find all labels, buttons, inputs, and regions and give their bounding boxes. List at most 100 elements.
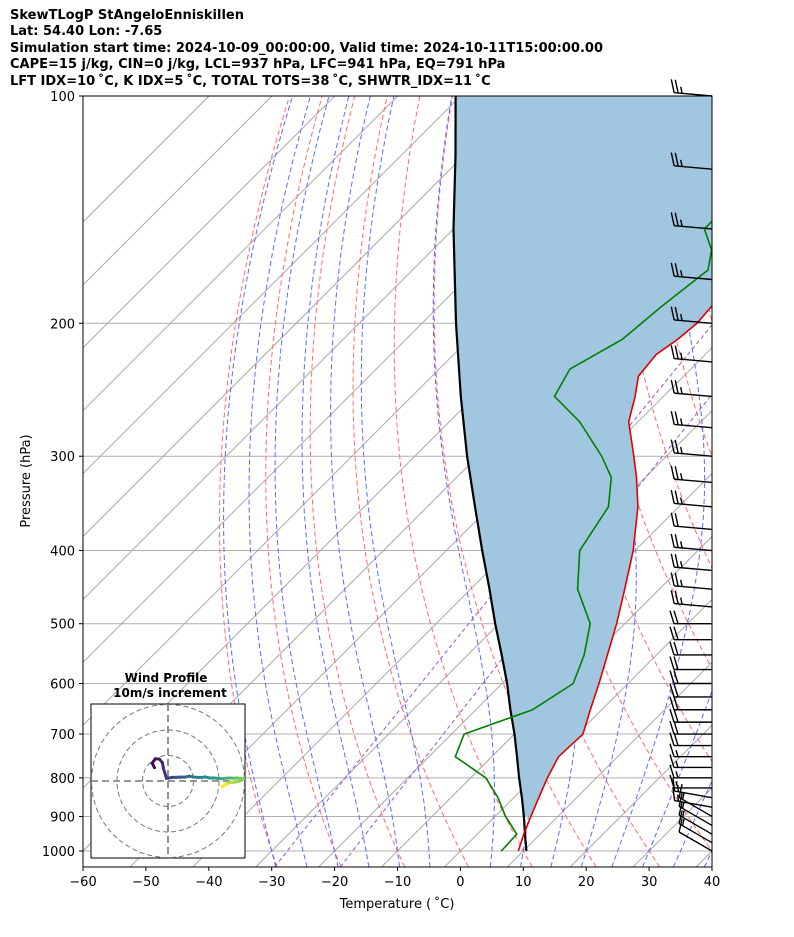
barb-flag [669,610,675,624]
barb-flag [670,572,675,587]
wind-barb [669,732,712,747]
moist-adiabat [301,96,370,867]
hodograph-clip [91,704,245,858]
wind-barb [670,379,713,398]
barb-staff [674,546,713,552]
wind-barb [670,553,713,572]
barb-flag [669,626,675,640]
isotherm-line [83,96,273,286]
x-tick-label: −30 [258,875,285,890]
barb-flag [669,720,675,735]
barb-flag [674,512,679,527]
mixing-ratio-line [274,324,712,867]
moist-adiabat [703,849,712,867]
axes-layer: −60 −50 −40 −30 −20 −10 0 10 20 30 40 100 200 300 400 5… [42,90,720,890]
wind-barb [678,793,713,827]
isotherm-line [255,409,712,867]
dry-adiabat [265,96,342,867]
x-tick-label: 20 [578,875,595,890]
wind-barb [678,810,713,844]
indices-line: LFT IDX=10 ˚C, K IDX=5 ˚C, TOTAL TOTS=38… [10,73,491,89]
barb-half-flag [675,771,679,779]
profile-layer [452,96,712,852]
barb-flag [670,306,675,321]
temperature-line [517,304,712,852]
parcel-line [452,96,528,852]
barb-flag [673,732,679,746]
isotherm-line [83,96,399,412]
barb-flag [670,533,675,548]
x-tick-label: 40 [704,875,721,890]
barb-flag [670,512,675,527]
y-tick-label: 400 [50,545,75,560]
barb-staff [678,814,713,835]
x-tick-label: 10 [515,875,532,890]
barb-half-flag [675,749,679,757]
barb-half-flag [680,313,683,321]
hodograph-subtitle: 10m/s increment [113,686,227,700]
dry-adiabat [219,96,290,867]
barb-flag [670,553,675,568]
y-tick-label: 900 [50,810,75,825]
wind-barb [669,720,712,735]
y-tick-label: 1000 [42,845,75,860]
barb-flag [670,379,675,394]
isotherm-line [83,96,524,538]
barb-staff [674,275,713,281]
barb-flag [678,801,683,816]
barb-staff [674,452,713,457]
barb-flag [674,345,679,360]
barb-flag [678,818,683,833]
barb-staff [678,831,713,852]
isotherm-line [381,535,712,867]
dry-adiabat [309,96,406,867]
barb-flag [669,743,675,757]
y-tick-label: 800 [50,772,75,787]
isotherm-line [506,661,712,867]
chart-header: SkewTLogP StAngeloEnniskillen Lat: 54.40… [10,8,603,90]
barb-flag [674,306,679,321]
profile-clip [452,96,712,852]
barb-flag [670,439,675,454]
wind-barb [670,533,713,552]
barb-flag [674,212,679,227]
dry-adiabat [352,96,469,867]
wind-barb [670,590,713,608]
barb-half-flag [681,792,685,800]
barb-half-flag [680,541,683,549]
y-tick-label: 700 [50,728,75,743]
chart-title: SkewTLogP StAngeloEnniskillen [10,8,244,23]
barb-flag [674,554,679,568]
wind-barb [670,490,713,508]
moist-adiabat [248,96,311,867]
barb-half-flag [680,159,683,167]
barb-flag [674,590,679,605]
y-axis-label: Pressure (hPa) [19,434,34,527]
x-tick-label: −50 [132,875,159,890]
barb-half-flag [680,473,683,481]
barb-flag [674,152,679,167]
barb-half-flag [681,818,685,826]
barb-flag [669,683,675,698]
x-tick-label: −60 [69,875,96,890]
barb-staff [674,585,713,590]
barb-half-flag [680,561,683,568]
barb-flag [673,610,679,624]
x-tick-label: −10 [384,875,411,890]
location-line: Lat: 54.40 Lon: -7.65 [10,24,163,40]
barb-flag [673,696,679,710]
barb-flag [669,670,675,684]
wind-barb [669,641,712,656]
barb-half-flag [680,446,683,454]
dry-adiabat [647,96,712,458]
barb-flag [674,79,679,94]
cape-line: CAPE=15 j/kg, CIN=0 j/kg, LCL=937 hPa, L… [10,57,506,73]
wind-barb [670,512,713,531]
moist-adiabat [672,779,712,867]
y-tick-label: 500 [50,618,75,633]
wind-barb [670,465,713,484]
barb-staff [674,525,713,531]
barb-flag [678,784,683,798]
barb-half-flag [680,497,683,505]
wind-barb [670,262,713,281]
